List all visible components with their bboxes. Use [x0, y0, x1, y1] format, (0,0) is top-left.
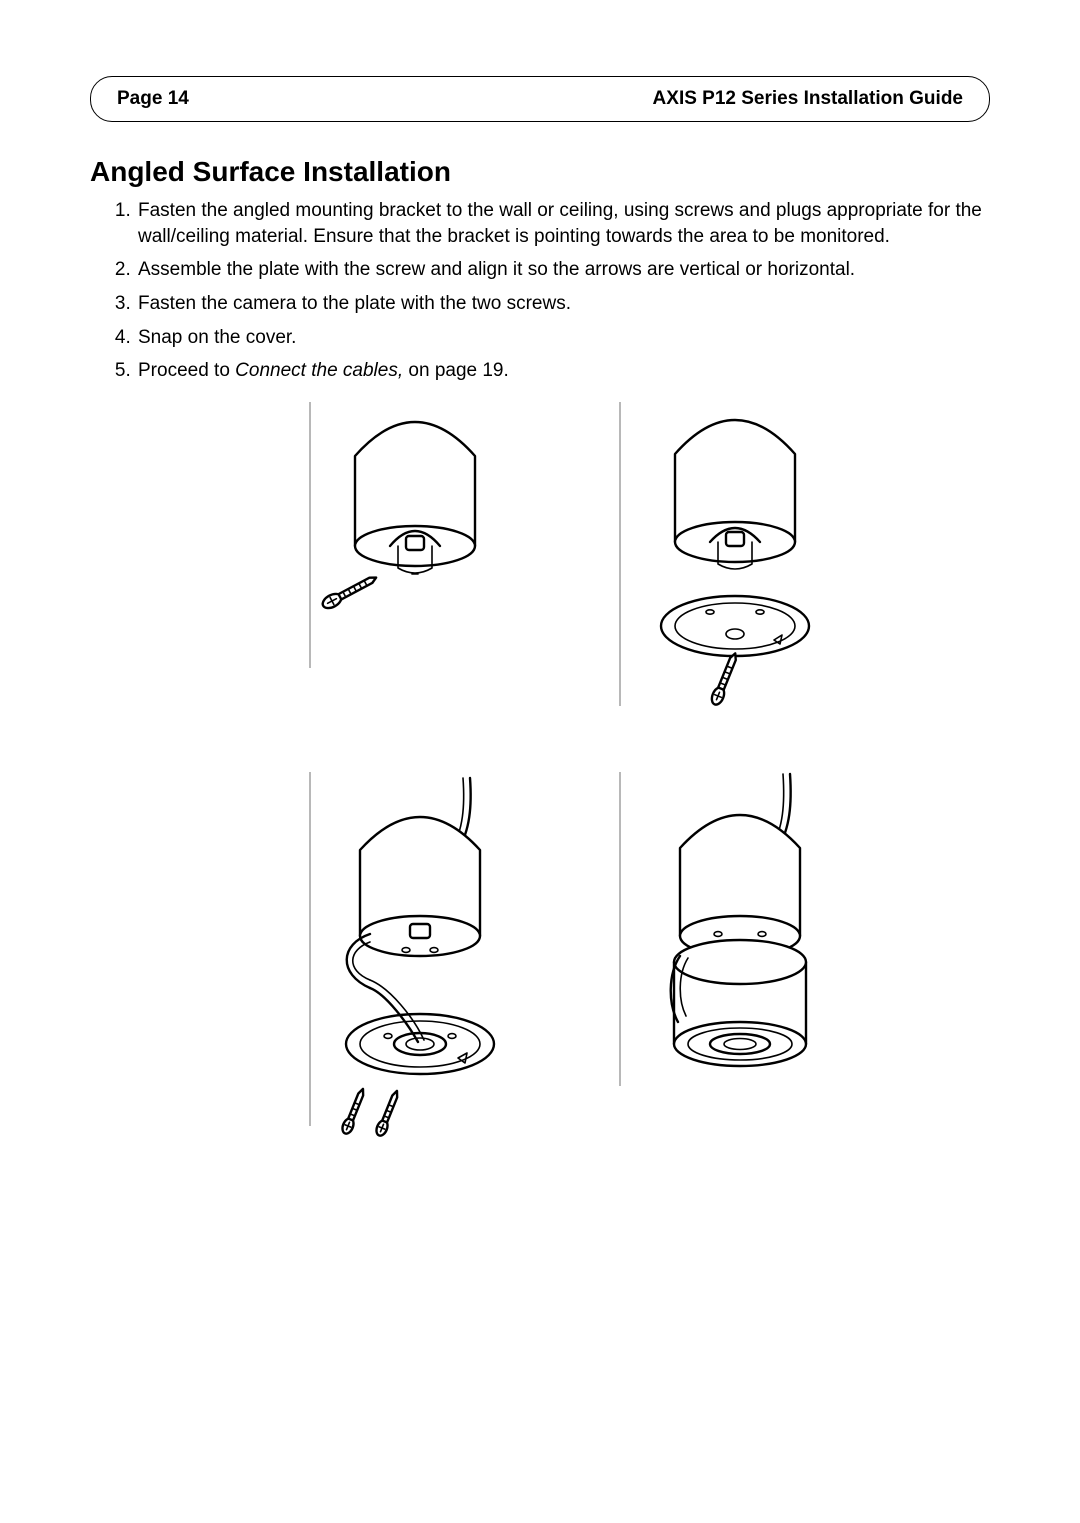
- page-number: Page 14: [117, 88, 189, 110]
- step-5-prefix: Proceed to: [138, 360, 235, 381]
- page: Page 14 AXIS P12 Series Installation Gui…: [0, 0, 1080, 1523]
- step-2: Assemble the plate with the screw and al…: [136, 257, 990, 283]
- step-5: Proceed to Connect the cables, on page 1…: [136, 358, 990, 384]
- figure-bottom-left: [220, 766, 580, 1176]
- figure-top-left: [220, 396, 560, 726]
- section-title: Angled Surface Installation: [90, 156, 990, 188]
- figure-bottom-right: [560, 766, 920, 1146]
- doc-title: AXIS P12 Series Installation Guide: [653, 88, 963, 110]
- step-5-link: Connect the cables,: [235, 360, 403, 381]
- figure-top-right: [560, 396, 920, 756]
- step-3: Fasten the camera to the plate with the …: [136, 291, 990, 317]
- step-5-suffix: on page 19.: [403, 360, 509, 381]
- step-1: Fasten the angled mounting bracket to th…: [136, 198, 990, 249]
- header-bar: Page 14 AXIS P12 Series Installation Gui…: [90, 76, 990, 122]
- step-4: Snap on the cover.: [136, 325, 990, 351]
- step-list: Fasten the angled mounting bracket to th…: [90, 198, 990, 384]
- figures-grid: [90, 396, 990, 1216]
